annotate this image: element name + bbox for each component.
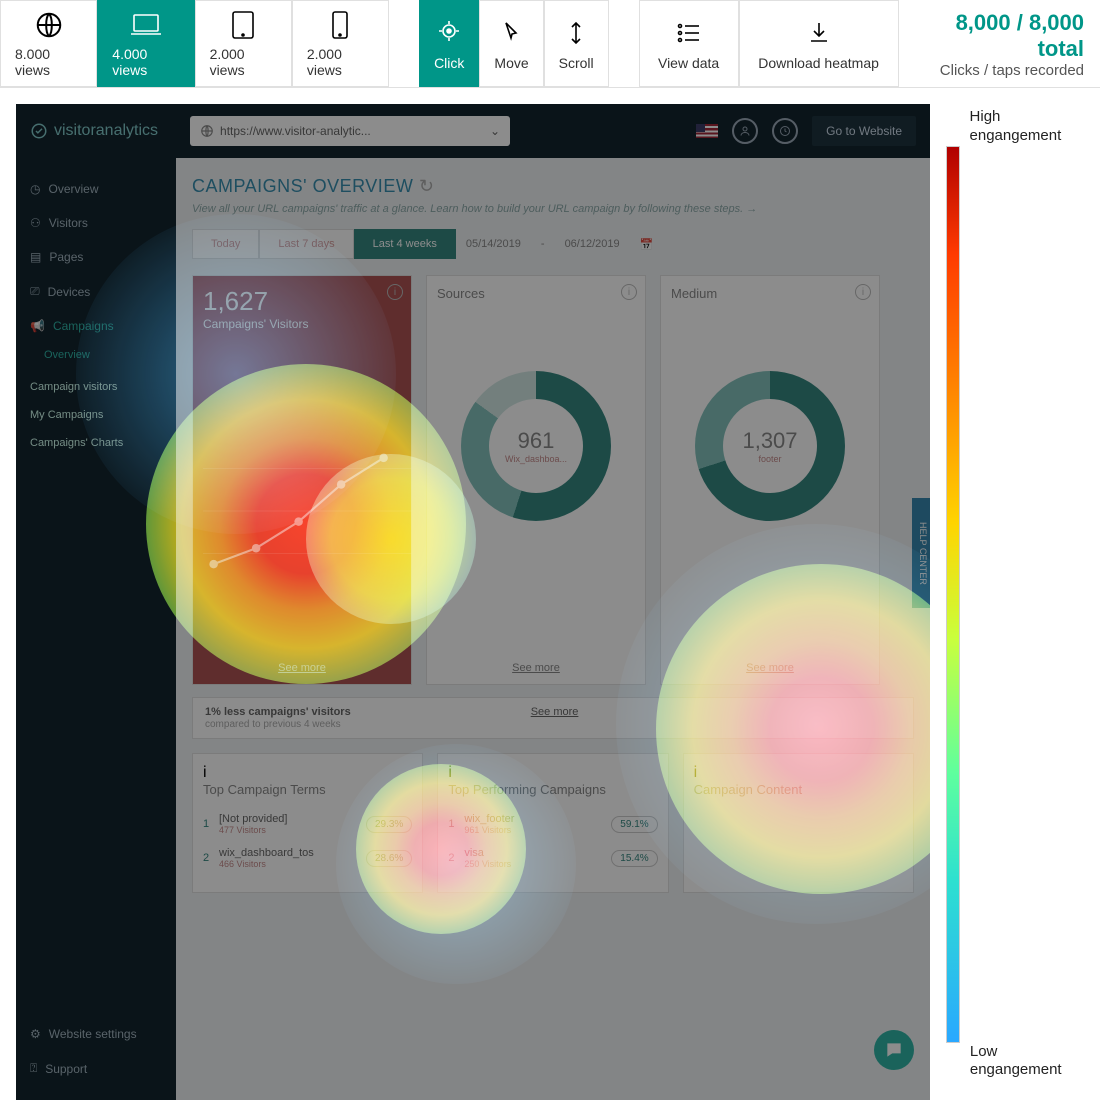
url-dropdown[interactable]: https://www.visitor-analytic... ⌄: [190, 116, 510, 146]
click-button[interactable]: Click: [419, 0, 479, 87]
card-top-performing-campaigns[interactable]: iTop Performing Campaigns1wix_footer961 …: [437, 753, 668, 893]
click-icon: [437, 17, 461, 49]
info-icon[interactable]: i: [203, 764, 412, 782]
stats-box: 8,000 / 8,000 total Clicks / taps record…: [899, 0, 1100, 87]
sidebar-sub-campaigns-charts[interactable]: Campaigns' Charts: [16, 429, 176, 457]
sources-card[interactable]: i Sources 961Wix_dashboa... See more: [426, 275, 646, 685]
list-icon: [675, 17, 703, 49]
toolbar: 8.000 views4.000 views2.000 views2.000 v…: [0, 0, 1100, 88]
page-title: CAMPAIGNS' OVERVIEW ↻: [192, 176, 914, 197]
sidebar-item-overview[interactable]: ◷Overview: [16, 172, 176, 206]
move-button[interactable]: Move: [479, 0, 543, 87]
tablet-button[interactable]: 2.000 views: [195, 0, 292, 87]
sidebar-item-website-settings[interactable]: ⚙Website settings: [16, 1017, 176, 1051]
page-icon: ▤: [30, 250, 41, 264]
phone-icon: [331, 9, 349, 40]
flag-icon[interactable]: [696, 124, 718, 138]
list-button[interactable]: View data: [639, 0, 739, 87]
user-icon[interactable]: [732, 118, 758, 144]
move-icon: [500, 17, 524, 49]
calendar-icon[interactable]: 📅: [630, 238, 664, 251]
line-chart: [203, 426, 416, 596]
globe-button[interactable]: 8.000 views: [0, 0, 97, 87]
sidebar-item-support[interactable]: ⍰Support: [16, 1051, 176, 1086]
logo: visitoranalytics: [30, 122, 158, 140]
scroll-button[interactable]: Scroll: [544, 0, 609, 87]
list-item[interactable]: 1wix_footer961 Visitors59.1%: [448, 807, 657, 841]
devices-icon: ⎚: [30, 284, 40, 299]
sidenav: ◷Overview⚇Visitors▤Pages⎚Devices📢Campaig…: [16, 158, 176, 1100]
download-icon: [807, 17, 831, 49]
megaphone-icon: 📢: [30, 319, 45, 333]
sidebar-item-visitors[interactable]: ⚇Visitors: [16, 206, 176, 240]
info-icon[interactable]: i: [621, 284, 637, 300]
list-item[interactable]: 2visa250 Visitors15.4%: [448, 841, 657, 875]
sidebar-item-pages[interactable]: ▤Pages: [16, 240, 176, 274]
date-tab-last-7-days[interactable]: Last 7 days: [259, 229, 353, 259]
clock-icon[interactable]: [772, 118, 798, 144]
legend-high: High engangement: [970, 108, 1092, 146]
stats-label: Clicks / taps recorded: [915, 62, 1084, 79]
info-icon[interactable]: i: [448, 764, 657, 782]
laptop-button[interactable]: 4.000 views: [97, 0, 194, 87]
list-item[interactable]: 2wix_dashboard_tos466 Visitors28.6%: [203, 841, 412, 875]
engagement-legend: High engangement Low engangement: [930, 88, 1100, 1100]
globe-icon: [34, 9, 64, 40]
sources-donut: 961Wix_dashboa...: [461, 371, 611, 521]
goto-website-button[interactable]: Go to Website: [812, 116, 916, 146]
help-center-tab[interactable]: HELP CENTER: [912, 498, 930, 608]
info-icon[interactable]: i: [694, 764, 903, 782]
heatmap-viewer[interactable]: visitoranalytics https://www.visitor-ana…: [16, 104, 930, 1100]
chevron-down-icon: ⌄: [490, 124, 500, 138]
chat-button[interactable]: [874, 1030, 914, 1070]
medium-donut: 1,307footer: [695, 371, 845, 521]
medium-card[interactable]: i Medium 1,307footer See more: [660, 275, 880, 685]
info-icon[interactable]: i: [855, 284, 871, 300]
laptop-icon: [129, 9, 163, 40]
scroll-icon: [566, 17, 586, 49]
sidebar-sub-my-campaigns[interactable]: My Campaigns: [16, 401, 176, 429]
stats-total: 8,000 / 8,000 total: [915, 10, 1084, 62]
info-icon[interactable]: i: [387, 284, 403, 300]
visitors-card[interactable]: i 1,627 Campaigns' Visitors See more: [192, 275, 412, 685]
list-item[interactable]: 1[Not provided]477 Visitors29.3%: [203, 807, 412, 841]
date-tab-last-4-weeks[interactable]: Last 4 weeks: [354, 229, 456, 259]
page-hint: View all your URL campaigns' traffic at …: [192, 203, 914, 215]
card-top-campaign-terms[interactable]: iTop Campaign Terms1[Not provided]477 Vi…: [192, 753, 423, 893]
sidebar-sub-overview[interactable]: Overview: [16, 345, 176, 365]
legend-low: Low engangement: [970, 1043, 1092, 1081]
sidebar-sub-campaign-visitors[interactable]: Campaign visitors: [16, 373, 176, 401]
content-area: CAMPAIGNS' OVERVIEW ↻ View all your URL …: [176, 158, 930, 1100]
users-icon: ⚇: [30, 216, 41, 230]
legend-gradient: [946, 146, 960, 1043]
card-campaign-content[interactable]: iCampaign Content: [683, 753, 914, 893]
comparison-note: 1% less campaigns' visitorscompared to p…: [192, 697, 914, 739]
date-tab-today[interactable]: Today: [192, 229, 259, 259]
embedded-dashboard: visitoranalytics https://www.visitor-ana…: [16, 104, 930, 1100]
download-button[interactable]: Download heatmap: [739, 0, 899, 87]
sidebar-item-campaigns[interactable]: 📢Campaigns: [16, 309, 176, 343]
phone-button[interactable]: 2.000 views: [292, 0, 389, 87]
tablet-icon: [230, 9, 256, 40]
sidebar-item-devices[interactable]: ⎚Devices: [16, 274, 176, 309]
date-tabs: TodayLast 7 daysLast 4 weeks 05/14/2019 …: [192, 229, 914, 259]
gauge-icon: ◷: [30, 182, 40, 196]
